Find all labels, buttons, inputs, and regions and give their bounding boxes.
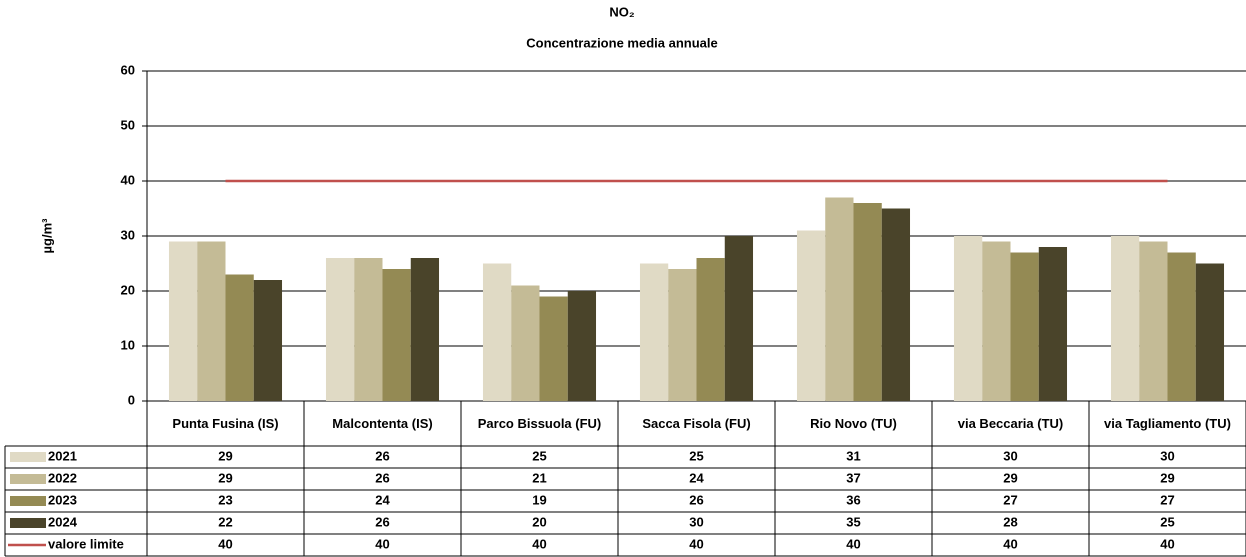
chart-subtitle: Concentrazione media annuale [526, 35, 717, 50]
bar [724, 236, 754, 401]
table-value: 40 [689, 536, 703, 551]
bar [1195, 263, 1225, 401]
bar [1139, 241, 1168, 401]
legend-key [10, 474, 46, 484]
table-value: 40 [532, 536, 546, 551]
table-value: 26 [689, 492, 703, 507]
bar [825, 197, 854, 401]
bar [168, 241, 198, 401]
table-value: 36 [846, 492, 860, 507]
table-value: 40 [1003, 536, 1017, 551]
table-value: 25 [689, 448, 703, 463]
table-value: 30 [689, 514, 703, 529]
bar [382, 269, 411, 401]
x-tick-label: Malcontenta (IS) [332, 416, 433, 431]
bar [1010, 252, 1039, 401]
bar [1038, 247, 1068, 401]
bar [982, 241, 1011, 401]
legend-label: 2021 [48, 448, 77, 463]
table-value: 29 [218, 448, 232, 463]
bar [567, 291, 597, 401]
category-cell: Sacca Fisola (FU) [642, 416, 751, 431]
y-tick-label: 30 [121, 227, 135, 242]
table-value: 40 [846, 536, 860, 551]
legend-label: valore limite [48, 536, 124, 551]
table-value: 40 [375, 536, 389, 551]
y-tick-label: 50 [121, 117, 135, 132]
bar [1110, 236, 1140, 401]
bar [511, 285, 540, 401]
chart-title: NO₂ [609, 4, 635, 19]
bar [253, 280, 283, 401]
x-tick-label: Sacca Fisola (FU) [642, 416, 751, 431]
legend-label: 2024 [48, 514, 78, 529]
x-tick-label: via Beccaria (TU) [957, 416, 1064, 431]
bar [639, 263, 669, 401]
bar [796, 230, 826, 401]
bar [696, 258, 725, 401]
bar [1167, 252, 1196, 401]
bar [853, 203, 882, 401]
table-value: 25 [532, 448, 546, 463]
table-value: 19 [532, 492, 546, 507]
table-value: 27 [1160, 492, 1174, 507]
table-value: 31 [846, 448, 860, 463]
legend-key [10, 452, 46, 462]
category-cell: via Beccaria (TU) [957, 416, 1064, 431]
table-value: 30 [1160, 448, 1174, 463]
bar [953, 236, 983, 401]
bar [539, 296, 568, 401]
bar [354, 258, 383, 401]
y-tick-label: 60 [121, 62, 135, 77]
table-value: 28 [1003, 514, 1017, 529]
x-tick-label: Parco Bissuola (FU) [477, 416, 602, 431]
table-value: 29 [1160, 470, 1174, 485]
table-value: 30 [1003, 448, 1017, 463]
table-value: 20 [532, 514, 546, 529]
table-value: 35 [846, 514, 860, 529]
table-value: 24 [689, 470, 704, 485]
y-tick-label: 40 [121, 172, 135, 187]
table-value: 21 [532, 470, 546, 485]
y-axis-label: µg/m³ [39, 218, 54, 254]
table-value: 26 [375, 448, 389, 463]
category-cell: Malcontenta (IS) [332, 416, 433, 431]
legend-key [10, 496, 46, 506]
table-value: 24 [375, 492, 390, 507]
table-value: 25 [1160, 514, 1174, 529]
bar [410, 258, 440, 401]
x-tick-label: Rio Novo (TU) [810, 416, 897, 431]
table-value: 37 [846, 470, 860, 485]
table-value: 29 [1003, 470, 1017, 485]
table-value: 27 [1003, 492, 1017, 507]
category-cell: Rio Novo (TU) [810, 416, 897, 431]
category-cell: Parco Bissuola (FU) [477, 416, 602, 431]
legend-key [10, 518, 46, 528]
table-value: 26 [375, 470, 389, 485]
legend-label: 2022 [48, 470, 77, 485]
bar [325, 258, 355, 401]
table-value: 29 [218, 470, 232, 485]
y-tick-label: 20 [121, 282, 135, 297]
y-tick-label: 10 [121, 337, 135, 352]
y-tick-label: 0 [128, 392, 135, 407]
category-cell: via Tagliamento (TU) [1104, 416, 1231, 431]
bar [881, 208, 911, 401]
bar [668, 269, 697, 401]
x-tick-label: via Tagliamento (TU) [1104, 416, 1231, 431]
legend-label: 2023 [48, 492, 77, 507]
bar [225, 274, 254, 401]
table-value: 22 [218, 514, 232, 529]
x-tick-label: Punta Fusina (IS) [172, 416, 279, 431]
table-value: 26 [375, 514, 389, 529]
table-value: 40 [218, 536, 232, 551]
table-value: 23 [218, 492, 232, 507]
table-value: 40 [1160, 536, 1174, 551]
category-cell: Punta Fusina (IS) [172, 416, 279, 431]
bar [482, 263, 512, 401]
bar [197, 241, 226, 401]
